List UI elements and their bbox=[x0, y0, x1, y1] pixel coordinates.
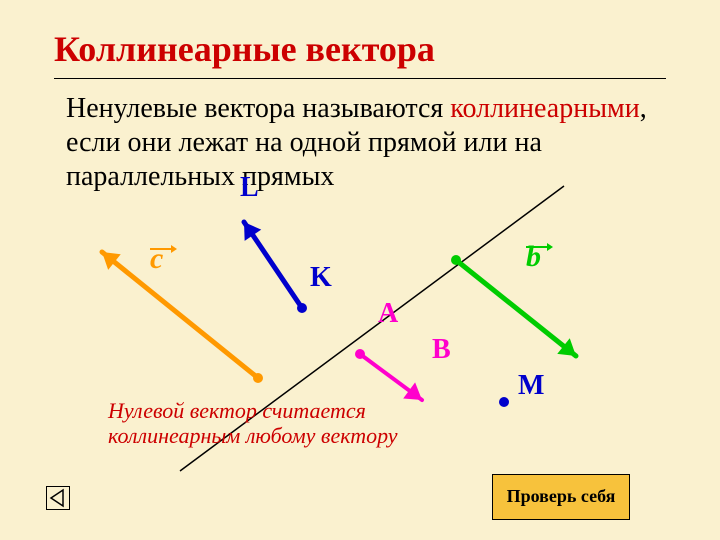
label-L: L bbox=[240, 172, 259, 204]
nav-back-icon bbox=[46, 486, 70, 510]
label-M: M bbox=[518, 370, 544, 402]
check-yourself-button[interactable]: Проверь себя bbox=[492, 474, 630, 520]
nav-back-button[interactable] bbox=[46, 486, 70, 510]
label-c-overarrow bbox=[150, 240, 177, 258]
zero-vector-note: Нулевой вектор считается коллинеарным лю… bbox=[108, 398, 468, 449]
label-A: A bbox=[378, 298, 398, 330]
label-K: K bbox=[310, 262, 332, 294]
check-yourself-label: Проверь себя bbox=[507, 487, 616, 507]
label-b-overarrow bbox=[526, 238, 553, 256]
vector-diagram bbox=[0, 0, 720, 540]
label-B: B bbox=[432, 334, 451, 366]
